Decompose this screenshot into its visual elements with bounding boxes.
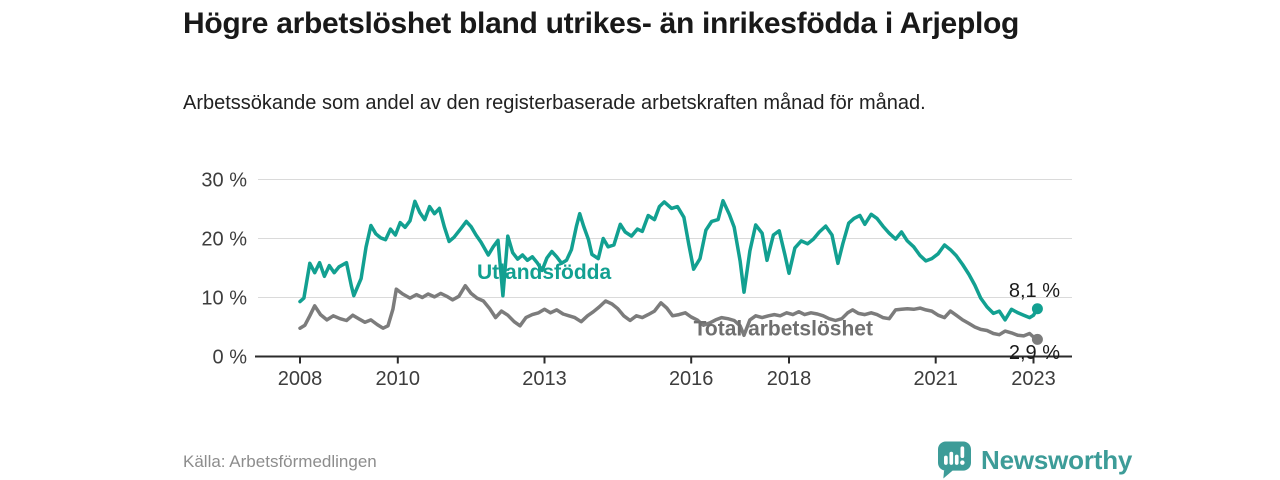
bar-small: [944, 455, 948, 465]
x-tick-label: 2023: [1011, 368, 1056, 390]
series-inline-label-utlandsfodda: Utlandsfödda: [477, 261, 611, 284]
chart-title: Högre arbetslöshet bland utrikes- än inr…: [183, 7, 1020, 40]
series-line-utlandsfodda: [298, 198, 1040, 322]
chart-subtitle: Arbetssökande som andel av den registerb…: [183, 92, 926, 114]
y-tick-label: 0 %: [213, 347, 248, 369]
bar-tall: [949, 451, 954, 465]
exclamation-stem: [960, 446, 965, 459]
newsworthy-logo: Newsworthy: [938, 441, 1132, 479]
source-note: Källa: Arbetsförmedlingen: [183, 452, 377, 471]
brand-name: Newsworthy: [981, 444, 1133, 475]
x-tick-label: 2018: [767, 368, 812, 390]
y-tick-label: 20 %: [201, 229, 247, 251]
y-tick-label: 30 %: [201, 170, 247, 192]
series-inline-label-total: Total arbetslöshet: [694, 317, 873, 340]
series-end-dot-total: [1031, 333, 1043, 345]
x-tick-label: 2016: [669, 368, 714, 390]
bar-medium: [954, 454, 959, 465]
newsworthy-icon: [938, 441, 971, 479]
x-tick-label: 2021: [913, 368, 958, 390]
series-end-value-utlandsfodda: 8,1 %: [1009, 280, 1060, 302]
x-tick-label: 2013: [522, 368, 567, 390]
series-end-dot-utlandsfodda: [1031, 303, 1043, 315]
series-end-value-total: 2,9 %: [1009, 342, 1060, 364]
series-line-total: [298, 283, 1040, 342]
speech-bubble-shape: [938, 441, 971, 479]
x-tick-label: 2008: [278, 368, 323, 390]
exclamation-dot: [960, 460, 965, 465]
y-tick-label: 10 %: [201, 288, 247, 310]
x-tick-label: 2010: [376, 368, 421, 390]
